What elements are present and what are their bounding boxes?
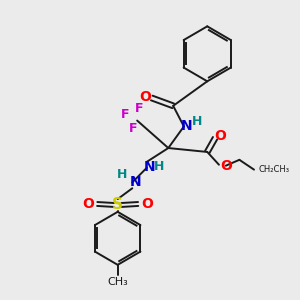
Text: F: F — [135, 102, 143, 115]
Text: N: N — [144, 160, 156, 174]
Text: O: O — [141, 197, 153, 211]
Text: F: F — [121, 108, 130, 121]
Text: H: H — [192, 115, 203, 128]
Text: CH₃: CH₃ — [107, 277, 128, 286]
Text: H: H — [154, 160, 165, 173]
Text: O: O — [139, 90, 151, 104]
Text: O: O — [214, 129, 226, 143]
Text: H: H — [117, 168, 128, 181]
Text: S: S — [112, 197, 123, 212]
Text: O: O — [220, 159, 232, 173]
Text: O: O — [82, 197, 94, 211]
Text: F: F — [129, 122, 137, 135]
Text: N: N — [129, 176, 141, 189]
Text: N: N — [181, 119, 193, 134]
Text: CH₂CH₃: CH₂CH₃ — [259, 165, 290, 174]
